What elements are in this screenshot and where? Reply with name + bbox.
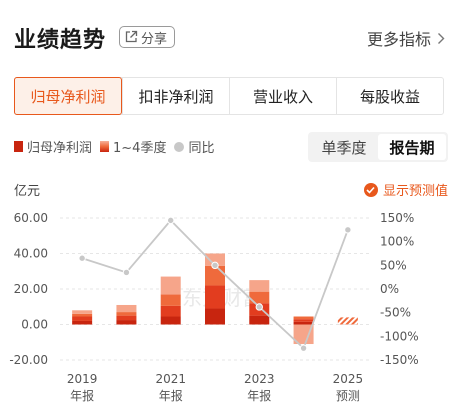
x-tick-sub: 年报 [70, 388, 94, 403]
share-label: 分享 [141, 31, 168, 47]
yoy-point [299, 344, 308, 352]
tab-revenue[interactable]: 营业收入 [229, 78, 336, 114]
x-tick-year: 2025 [333, 372, 364, 386]
bar-segment-q3 [116, 312, 137, 316]
y-left-tick-label: 40.00 [14, 247, 48, 261]
x-tick-year: 2019 [67, 372, 98, 386]
legend-label-yoy: 同比 [188, 141, 215, 156]
bar-segment-q4 [249, 280, 270, 292]
bar-segment-q2 [72, 316, 93, 321]
period-toggle: 单季度 报告期 [308, 132, 448, 162]
share-icon [125, 30, 138, 43]
bar-segment-q2 [160, 305, 181, 317]
bar-segment-q3 [249, 291, 270, 304]
tab-net-profit[interactable]: 归母净利润 [14, 77, 122, 115]
unit-label: 亿元 [14, 184, 41, 199]
bar-segment-q4 [293, 324, 314, 345]
tab-deducted-net-profit[interactable]: 扣非净利润 [122, 78, 229, 114]
x-tick-sub: 年报 [247, 388, 271, 403]
bar-segment-q1 [249, 315, 270, 325]
check-icon [363, 182, 378, 197]
y-left-tick-label: 20.00 [14, 282, 48, 296]
y-left-tick-label: -20.00 [9, 353, 48, 367]
forecast-bar [337, 317, 358, 325]
show-forecast-label: 显示预测值 [382, 184, 448, 199]
bar-segment-q1 [205, 308, 225, 325]
legend-item-profit: 归母净利润 [14, 137, 92, 156]
bar-segment-q1 [116, 320, 137, 325]
more-indicators-label: 更多指标 [366, 30, 431, 49]
yoy-point [344, 226, 352, 234]
bar-segment-q4 [160, 276, 181, 295]
bar-segment-q3 [293, 316, 314, 320]
bar-segment-q1 [293, 321, 314, 325]
legend-item-quarters: 1~4季度 [100, 137, 166, 156]
y-left-tick-label: 60.00 [14, 211, 48, 225]
bar-segment-q4 [205, 253, 225, 266]
x-tick-sub: 年报 [159, 388, 183, 403]
x-tick-year: 2023 [244, 372, 275, 386]
legend-swatch-profit [14, 141, 23, 152]
yoy-point [211, 261, 219, 270]
yoy-point [167, 216, 175, 225]
bar-segment-q4 [116, 304, 137, 313]
bar-segment-q2 [293, 319, 314, 322]
chart-legend: 归母净利润 1~4季度 同比 [14, 137, 222, 156]
chevron-right-icon [438, 32, 445, 44]
bar-segment-q1 [72, 320, 93, 325]
y-left-tick-label: 0.00 [21, 318, 48, 332]
metric-tabs: 归母净利润 扣非净利润 营业收入 每股收益 [14, 77, 444, 115]
more-indicators-link[interactable]: 更多指标 [367, 26, 445, 50]
toggle-report-period[interactable]: 报告期 [378, 134, 446, 160]
y-right-tick-label: 100% [380, 235, 414, 249]
legend-dot-yoy [174, 141, 185, 152]
section-title: 业绩趋势 [14, 28, 107, 53]
bar-segment-q2 [116, 315, 137, 321]
bar-segment-q3 [72, 313, 93, 317]
legend-label-profit: 归母净利润 [27, 141, 93, 156]
toggle-single-quarter[interactable]: 单季度 [321, 138, 367, 157]
y-right-tick-label: -150% [380, 353, 419, 367]
yoy-point [255, 303, 263, 311]
y-right-tick-label: 50% [380, 258, 407, 272]
y-right-tick-label: -100% [380, 329, 419, 343]
show-forecast-toggle[interactable]: 显示预测值 [363, 180, 448, 199]
tab-eps[interactable]: 每股收益 [336, 78, 443, 114]
bar-segment-q4 [72, 310, 93, 314]
legend-item-yoy: 同比 [174, 137, 214, 156]
bar-segment-q3 [160, 294, 181, 306]
y-right-tick-label: 150% [380, 211, 414, 225]
legend-swatch-quarters [100, 141, 110, 152]
legend-label-quarters: 1~4季度 [113, 141, 167, 156]
share-button[interactable]: 分享 [119, 26, 176, 48]
bar-segment-q1 [160, 316, 181, 325]
y-right-tick-label: 0% [380, 282, 399, 296]
yoy-point [122, 268, 131, 277]
yoy-point [78, 254, 86, 262]
y-right-tick-label: -50% [380, 306, 411, 320]
x-tick-sub: 预测 [336, 389, 360, 403]
bar-segment-q2 [205, 285, 225, 309]
x-tick-year: 2021 [155, 372, 186, 386]
section-header: 业绩趋势 分享 更多指标 [14, 22, 445, 56]
